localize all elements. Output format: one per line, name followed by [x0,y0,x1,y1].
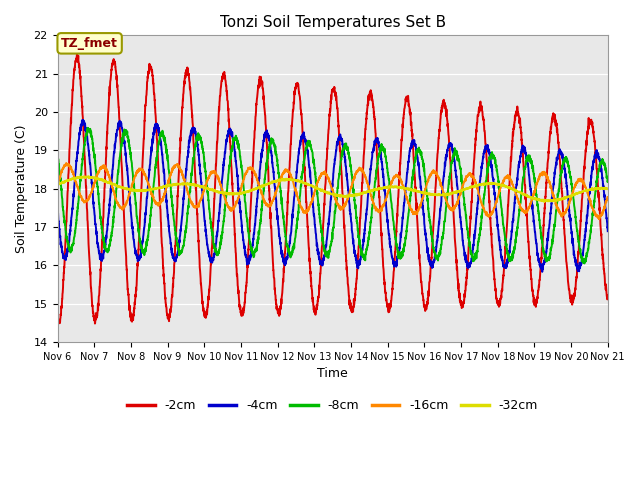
-8cm [289,246,296,252]
-16cm [289,178,296,183]
-16cm [595,216,603,222]
Line: -8cm: -8cm [58,128,608,264]
-32cm [85,173,93,179]
Y-axis label: Soil Temperature (C): Soil Temperature (C) [15,124,28,253]
Line: -2cm: -2cm [58,53,608,324]
-2cm [604,296,612,301]
-2cm [73,50,81,56]
-4cm [79,117,87,123]
Line: -4cm: -4cm [58,120,608,272]
-4cm [265,132,273,138]
-2cm [534,288,542,294]
-16cm [116,204,124,210]
Legend: -2cm, -4cm, -8cm, -16cm, -32cm: -2cm, -4cm, -8cm, -16cm, -32cm [122,394,543,417]
Text: TZ_fmet: TZ_fmet [61,37,118,50]
-16cm [62,160,70,166]
Line: -32cm: -32cm [58,176,608,202]
-8cm [604,178,612,184]
-16cm [604,194,612,200]
-4cm [534,252,541,257]
-32cm [534,196,541,202]
-8cm [54,151,61,157]
-32cm [149,186,157,192]
-2cm [117,142,125,148]
-8cm [534,203,541,209]
-16cm [265,203,273,209]
-32cm [541,199,548,205]
-4cm [538,269,546,275]
-32cm [265,180,273,186]
-16cm [54,181,61,187]
-32cm [116,184,124,190]
-16cm [593,213,601,219]
-32cm [604,186,612,192]
-4cm [289,215,296,221]
-8cm [84,125,92,131]
-32cm [289,177,296,183]
-8cm [116,149,124,155]
-2cm [150,81,157,86]
-16cm [149,193,157,199]
-8cm [149,188,157,193]
Title: Tonzi Soil Temperatures Set B: Tonzi Soil Temperatures Set B [220,15,445,30]
-8cm [580,261,588,266]
-32cm [54,181,61,187]
-32cm [593,186,601,192]
-4cm [54,210,61,216]
-2cm [91,321,99,326]
Line: -16cm: -16cm [58,163,608,219]
-4cm [604,228,612,234]
-2cm [593,172,601,178]
-8cm [265,146,273,152]
-2cm [265,182,273,188]
-4cm [149,138,157,144]
-16cm [534,178,541,184]
-8cm [593,176,601,181]
-4cm [116,119,124,125]
-4cm [593,151,601,156]
-2cm [54,316,61,322]
X-axis label: Time: Time [317,367,348,380]
-2cm [289,110,296,116]
